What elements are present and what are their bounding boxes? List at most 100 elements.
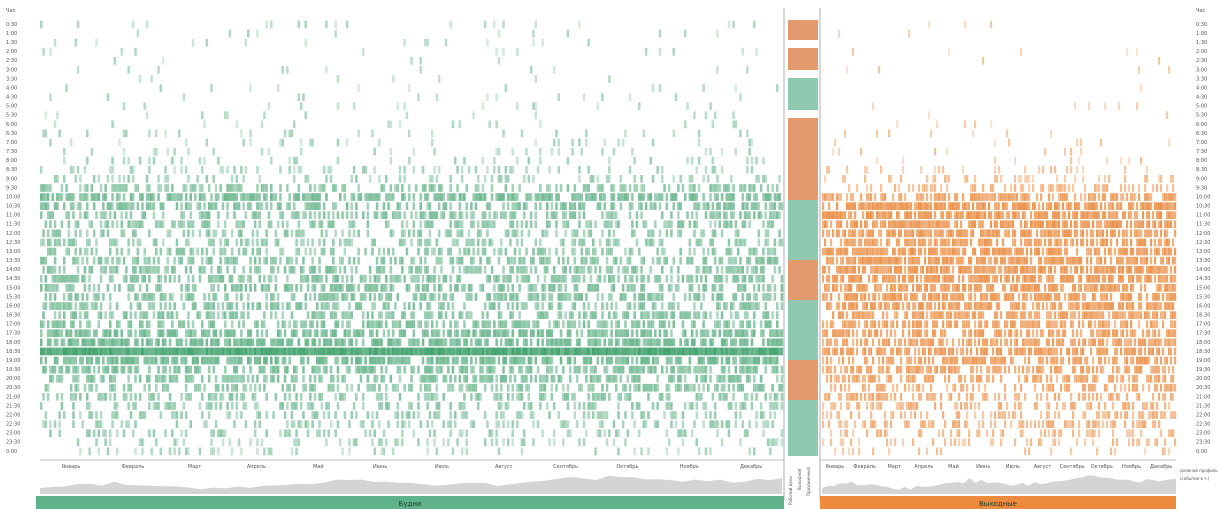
- heat-cell: [226, 238, 229, 247]
- heat-cell: [72, 193, 75, 201]
- heat-cell: [194, 383, 197, 392]
- heat-cell: [148, 302, 151, 310]
- heat-cell: [644, 220, 648, 229]
- heat-cell: [109, 202, 112, 210]
- heat-cell: [136, 347, 140, 356]
- heat-cell: [129, 365, 133, 374]
- heat-cell: [184, 338, 188, 347]
- heat-cell: [518, 347, 521, 356]
- heat-cell: [619, 175, 623, 183]
- heat-cell: [104, 365, 107, 374]
- heat-cell: [299, 229, 303, 238]
- heat-cell: [672, 411, 675, 419]
- heat-cell: [391, 193, 395, 201]
- heat-cell: [628, 347, 632, 356]
- heat-cell: [575, 229, 579, 238]
- heat-cell: [704, 338, 708, 347]
- heat-cell: [658, 329, 662, 338]
- heat-cell: [509, 165, 512, 174]
- heat-cell: [345, 311, 349, 319]
- heat-cell: [311, 193, 314, 201]
- heat-cell: [178, 256, 181, 265]
- heat-cell: [237, 284, 241, 292]
- heat-cell: [732, 293, 735, 301]
- heat-cell: [371, 302, 374, 310]
- heat-cell: [631, 274, 634, 283]
- heat-cell: [518, 383, 521, 392]
- heat-cell: [152, 202, 156, 210]
- heat-cell: [191, 284, 195, 292]
- heat-cell: [509, 265, 512, 274]
- heat-cell: [463, 374, 466, 383]
- heat-cell: [309, 374, 312, 383]
- heat-cell: [391, 338, 395, 347]
- heat-cell: [56, 175, 59, 183]
- heat-cell: [546, 265, 549, 274]
- heat-cell: [295, 156, 298, 165]
- heat-cell: [750, 356, 754, 365]
- heat-cell: [113, 402, 117, 410]
- heat-cell: [63, 256, 66, 265]
- heat-cell: [670, 365, 673, 374]
- heat-cell: [83, 365, 87, 374]
- heat-cell: [155, 265, 158, 274]
- heat-cell: [424, 38, 427, 47]
- heat-cell: [182, 302, 186, 310]
- heat-cell: [739, 402, 742, 410]
- heat-cell: [748, 220, 751, 229]
- heat-cell: [431, 420, 434, 428]
- heat-cell: [727, 402, 731, 410]
- heat-cell: [293, 293, 296, 301]
- weekday-heatmap: [40, 20, 784, 456]
- heat-cell: [49, 338, 52, 347]
- heat-cell: [433, 393, 436, 401]
- heat-cell: [125, 211, 128, 219]
- heat-cell: [642, 320, 646, 329]
- heat-cell: [40, 202, 43, 210]
- heat-cell: [493, 156, 496, 165]
- heat-cell: [81, 420, 84, 428]
- heat-cell: [713, 184, 717, 192]
- heat-cell: [148, 129, 151, 138]
- heat-cell: [736, 238, 740, 247]
- heat-cell: [150, 265, 153, 274]
- heat-cell: [647, 347, 650, 356]
- heat-cell: [403, 193, 406, 201]
- heat-cell: [426, 220, 429, 229]
- heat-cell: [76, 66, 80, 74]
- heat-cell: [743, 329, 747, 338]
- heat-cell: [766, 184, 770, 192]
- heat-cell: [647, 229, 650, 238]
- heat-cell: [433, 329, 436, 338]
- heat-cell: [651, 365, 655, 374]
- right-hour-tick: 21:00: [1196, 394, 1210, 400]
- right-hour-axis: 0:301:001:302:002:303:003:304:004:305:00…: [1196, 22, 1210, 455]
- heat-cell: [113, 284, 117, 292]
- heat-cell: [109, 293, 112, 301]
- heat-cell: [205, 175, 209, 183]
- heat-cell: [72, 374, 75, 383]
- heat-cell: [72, 347, 75, 356]
- heat-cell: [201, 165, 204, 174]
- heat-cell: [417, 347, 420, 356]
- heat-cell: [168, 311, 172, 319]
- heat-cell: [49, 220, 52, 229]
- heat-cell: [575, 374, 579, 383]
- heat-cell: [513, 193, 517, 201]
- heat-cell: [359, 420, 363, 428]
- heat-cell: [178, 193, 181, 201]
- heat-cell: [612, 365, 616, 374]
- heat-cell: [532, 38, 535, 47]
- heat-cell: [720, 265, 724, 274]
- heat-cell: [260, 202, 264, 210]
- heat-cell: [263, 374, 266, 383]
- heat-cell: [431, 184, 434, 192]
- heat-cell: [184, 202, 188, 210]
- heat-cell: [132, 220, 135, 229]
- heat-cell: [633, 156, 636, 165]
- heat-cell: [350, 411, 353, 419]
- heat-cell: [713, 402, 717, 410]
- heat-cell: [463, 365, 466, 374]
- heat-cell: [672, 338, 675, 347]
- heat-cell: [157, 365, 160, 374]
